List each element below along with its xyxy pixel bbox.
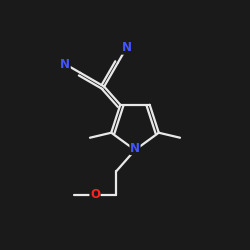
Text: N: N (60, 58, 70, 70)
Text: N: N (130, 142, 140, 154)
Text: O: O (90, 188, 100, 202)
Text: N: N (122, 41, 132, 54)
